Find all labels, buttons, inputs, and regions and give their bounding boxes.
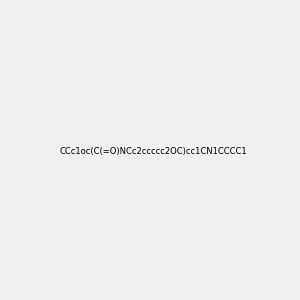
Text: CCc1oc(C(=O)NCc2ccccc2OC)cc1CN1CCCC1: CCc1oc(C(=O)NCc2ccccc2OC)cc1CN1CCCC1 xyxy=(60,147,248,156)
